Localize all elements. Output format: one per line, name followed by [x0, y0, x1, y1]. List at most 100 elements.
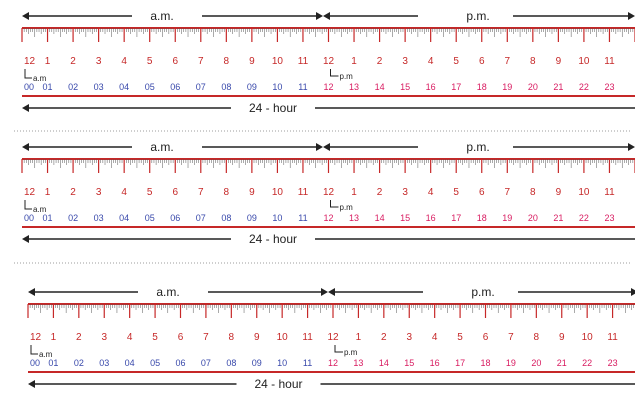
hour-12-label: 6	[483, 332, 489, 343]
hour-12-label: 5	[457, 332, 463, 343]
hour-12-label: 9	[254, 332, 260, 343]
pm-tag: p.m	[340, 72, 354, 81]
arrowhead-right	[316, 12, 323, 20]
hour-12-label: 1	[51, 332, 57, 343]
hour-12-label: 3	[101, 332, 107, 343]
hour-24-label: 02	[68, 82, 78, 92]
hour-24-label: 22	[579, 213, 589, 223]
arrowhead-left	[22, 12, 29, 20]
hour-24-label: 19	[506, 358, 516, 368]
hour-12-label: 5	[453, 187, 459, 198]
hour-24-label: 04	[125, 358, 135, 368]
pm-corner-arrow	[334, 345, 343, 353]
hour-24-label: 20	[528, 213, 538, 223]
hour-12-label: 6	[479, 187, 485, 198]
twentyfour-label: 24 - hour	[254, 377, 302, 391]
hour-24-label: 17	[455, 358, 465, 368]
hour-12-label: 9	[559, 332, 565, 343]
pm-corner-arrow	[330, 69, 339, 77]
am-tag: a.m	[33, 74, 47, 83]
hour-24-label: 07	[201, 358, 211, 368]
arrowhead-right	[316, 143, 323, 151]
arrowhead-right	[631, 288, 635, 296]
am-label: a.m.	[156, 285, 179, 299]
hour-12-label: 2	[377, 56, 383, 67]
hour-24-label: 19	[502, 213, 512, 223]
hour-12-label: 10	[578, 56, 590, 67]
pm-label: p.m.	[466, 9, 489, 23]
hour-12-label: 7	[198, 56, 204, 67]
hour-24-label: 05	[150, 358, 160, 368]
hour-24-label: 18	[480, 358, 490, 368]
hour-12-label: 2	[70, 187, 76, 198]
hour-24-label: 12	[328, 358, 338, 368]
hour-12-label: 11	[298, 187, 309, 198]
hour-12-label: 8	[534, 332, 540, 343]
hour-12-label: 9	[249, 56, 255, 67]
hour-24-label: 21	[557, 358, 567, 368]
arrowhead-right	[321, 288, 328, 296]
hour-12-label: 4	[428, 56, 434, 67]
hour-12-label: 9	[556, 187, 562, 198]
hour-12-label: 12	[30, 332, 42, 343]
pm-tag: p.m	[340, 203, 354, 212]
hour-24-label: 14	[375, 82, 385, 92]
hour-24-label: 03	[94, 82, 104, 92]
hour-24-label: 08	[221, 82, 231, 92]
hour-12-label: 3	[406, 332, 412, 343]
hour-12-label: 7	[505, 187, 511, 198]
hour-24-label: 16	[426, 213, 436, 223]
pm-corner-arrow	[330, 200, 339, 208]
hour-12-label: 12	[327, 332, 339, 343]
hour-12-label: 6	[178, 332, 184, 343]
hour-12-label: 4	[121, 187, 127, 198]
hour-24-label: 22	[579, 82, 589, 92]
hour-12-label: 2	[381, 332, 387, 343]
twentyfour-label: 24 - hour	[249, 232, 297, 246]
hour-24-label: 09	[252, 358, 262, 368]
hour-24-label: 01	[43, 213, 53, 223]
hour-24-label: 10	[272, 82, 282, 92]
hour-12-label: 8	[229, 332, 235, 343]
arrowhead-left	[328, 288, 335, 296]
hour-24-label: 06	[175, 358, 185, 368]
hour-12-label: 10	[272, 56, 284, 67]
hour-12-label: 10	[272, 187, 284, 198]
pm-label: p.m.	[466, 140, 489, 154]
hour-12-label: 11	[302, 332, 313, 343]
hour-24-label: 02	[74, 358, 84, 368]
hour-24-label: 01	[43, 82, 53, 92]
hour-12-label: 4	[428, 187, 434, 198]
hour-12-label: 5	[453, 56, 459, 67]
hour-12-label: 10	[277, 332, 289, 343]
ruler-strip-2: a.m. p.m.12 1 2 3 4 5 6 7 8 9 10 11 12 1 2 3 4 5 6 7 8 9 10 11a.…	[21, 140, 635, 246]
hour-24-label: 00	[24, 213, 34, 223]
arrowhead-left	[22, 104, 29, 112]
hour-24-label: 08	[221, 213, 231, 223]
hour-12-label: 6	[172, 187, 178, 198]
hour-12-label: 7	[198, 187, 204, 198]
hour-12-label: 1	[351, 56, 357, 67]
hour-24-label: 15	[400, 82, 410, 92]
hour-24-label: 18	[477, 213, 487, 223]
hour-24-label: 04	[119, 82, 129, 92]
hour-12-label: 12	[24, 187, 36, 198]
am-corner-arrow	[24, 69, 32, 79]
hour-12-label: 3	[402, 56, 408, 67]
hour-12-label: 1	[351, 187, 357, 198]
hour-12-label: 1	[356, 332, 362, 343]
am-tag: a.m	[33, 205, 47, 214]
hour-12-label: 12	[323, 187, 335, 198]
hour-24-label: 11	[298, 213, 307, 223]
hour-24-label: 07	[196, 82, 206, 92]
hour-24-label: 09	[247, 213, 257, 223]
hour-12-label: 1	[45, 56, 51, 67]
hour-12-label: 1	[45, 187, 51, 198]
hour-24-label: 04	[119, 213, 129, 223]
hour-12-label: 10	[578, 187, 590, 198]
hour-12-label: 5	[152, 332, 158, 343]
hour-24-label: 10	[277, 358, 287, 368]
hour-12-label: 4	[121, 56, 127, 67]
hour-24-label: 06	[170, 82, 180, 92]
